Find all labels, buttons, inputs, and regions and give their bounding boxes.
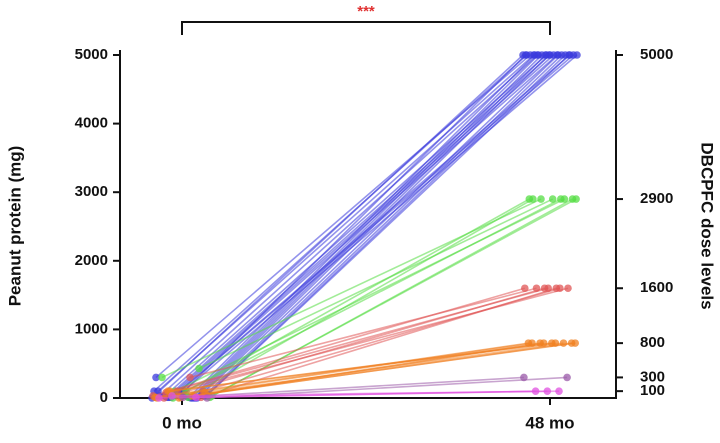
subject-line <box>202 287 561 392</box>
y2-tick-label: 1600 <box>640 279 673 296</box>
subject-line <box>164 54 547 397</box>
subject-line <box>157 54 535 392</box>
y-axis-label: Peanut protein (mg) <box>5 146 24 307</box>
subject-line <box>203 54 563 397</box>
subject-point <box>565 51 573 59</box>
subject-point <box>520 373 528 382</box>
subject-point <box>545 51 553 59</box>
subject-line <box>174 198 565 392</box>
subject-point <box>521 51 530 59</box>
y-tick-label: 2000 <box>75 252 108 269</box>
subject-point <box>168 392 176 400</box>
subject-point <box>555 387 563 395</box>
subject-line <box>201 54 559 396</box>
subject-line <box>192 54 543 399</box>
subject-line <box>194 54 547 399</box>
subject-line <box>165 287 549 394</box>
y2-tick-label: 2900 <box>640 190 673 207</box>
subject-point <box>158 373 166 382</box>
subject-point <box>564 284 572 293</box>
subject-point <box>548 195 557 203</box>
subject-point <box>573 51 581 59</box>
subject-point <box>556 284 564 293</box>
subject-line <box>171 390 560 397</box>
y-tick-label: 1000 <box>75 320 108 337</box>
subject-point <box>155 394 163 402</box>
subject-point <box>539 339 548 347</box>
subject-point <box>553 51 561 59</box>
y-tick-label: 5000 <box>75 46 108 63</box>
y2-axis-label: DBCPFC dose levels <box>698 142 717 309</box>
subject-line <box>207 54 570 396</box>
subject-line <box>156 342 533 399</box>
subject-point <box>544 284 552 293</box>
x-tick-label: 0 mo <box>162 413 202 432</box>
y2-tick-label: 5000 <box>640 46 673 63</box>
subject-line <box>159 54 538 397</box>
subject-line <box>155 54 531 379</box>
y2-tick-label: 300 <box>640 368 665 385</box>
subject-point <box>533 51 542 59</box>
y-tick-label: 3000 <box>75 183 108 200</box>
subject-point <box>572 195 580 203</box>
subject-line <box>198 198 554 370</box>
subject-point <box>195 364 203 373</box>
subject-point <box>571 339 579 347</box>
subject-point <box>152 373 160 382</box>
subject-line <box>183 54 527 392</box>
subject-point <box>192 393 200 402</box>
y-tick-label: 4000 <box>75 115 108 132</box>
subject-point <box>551 339 560 347</box>
subject-point <box>186 373 194 382</box>
subject-line <box>182 376 524 399</box>
subject-line <box>189 287 537 379</box>
y-tick-label: 0 <box>100 389 108 406</box>
subject-line <box>152 287 526 397</box>
subject-point <box>563 373 571 382</box>
significance-annotation: *** <box>357 3 375 20</box>
subject-line <box>169 342 556 392</box>
x-tick-label: 48 mo <box>525 413 574 432</box>
y2-tick-label: 100 <box>640 382 665 399</box>
subject-line <box>187 198 534 399</box>
subject-point <box>529 195 537 203</box>
subject-line <box>161 198 542 379</box>
subject-point <box>560 195 569 203</box>
significance-bracket <box>181 21 551 35</box>
y2-tick-label: 800 <box>640 334 665 351</box>
subject-point <box>537 195 545 203</box>
